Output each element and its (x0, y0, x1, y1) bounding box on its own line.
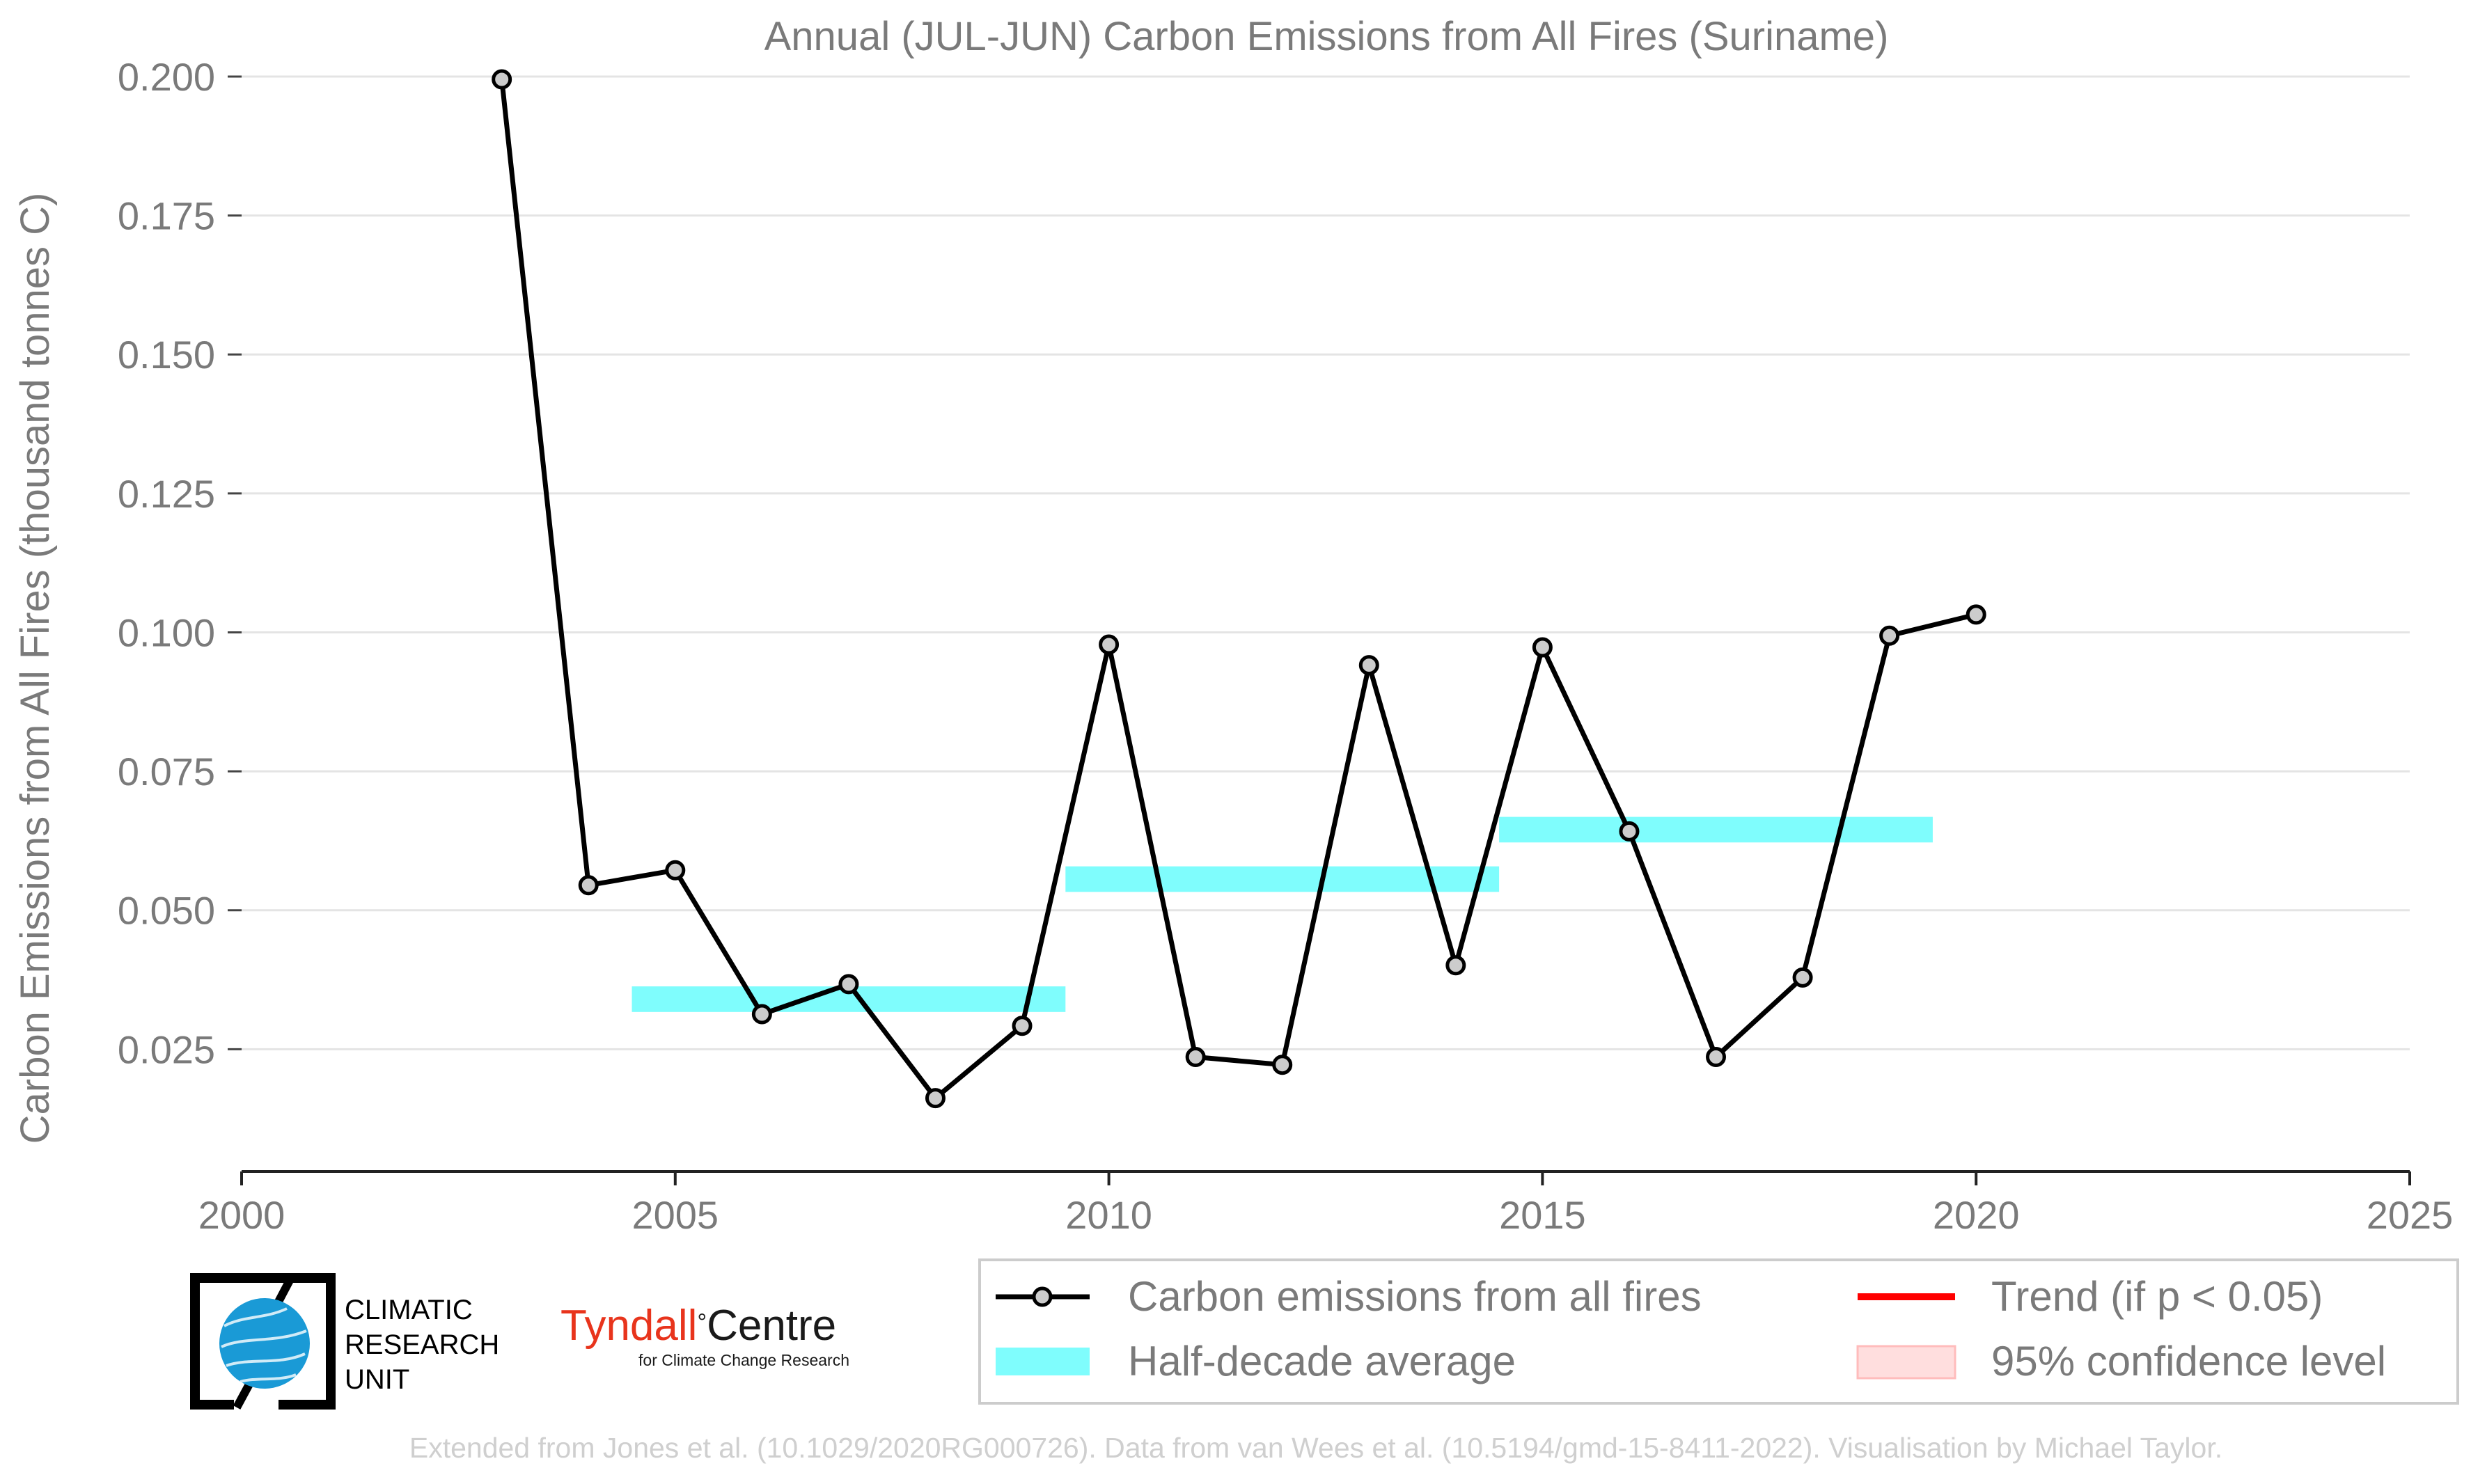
emissions-point (925, 1088, 946, 1109)
emissions-point (1185, 1047, 1206, 1068)
emissions-point (1619, 821, 1640, 842)
emissions-point (1792, 967, 1813, 988)
emissions-point (1966, 604, 1986, 625)
legend-label-half-decade: Half-decade average (1128, 1338, 1516, 1384)
x-tick-label: 2020 (1933, 1193, 2020, 1237)
footer-credit: Extended from Jones et al. (10.1029/2020… (409, 1432, 2222, 1464)
tyndall-wordmark: Tyndall°Centre (560, 1302, 836, 1350)
y-tick-label: 0.025 (118, 1027, 215, 1071)
x-tick-label: 2015 (1499, 1193, 1586, 1237)
emissions-point (751, 1004, 772, 1025)
legend-swatch-confidence (1856, 1345, 1956, 1380)
cru-logo: CLIMATIC RESEARCH UNIT (190, 1273, 499, 1410)
emissions-point (1445, 955, 1466, 976)
emissions-point (838, 974, 859, 995)
legend: Carbon emissions from all fires Trend (i… (978, 1258, 2459, 1405)
half-decade-bands (632, 816, 1933, 1012)
emissions-point (1012, 1016, 1033, 1036)
legend-marker-emissions (1032, 1286, 1053, 1307)
y-tick-label: 0.125 (118, 472, 215, 516)
chart-title: Annual (JUL-JUN) Carbon Emissions from A… (764, 14, 1889, 59)
emissions-point (578, 875, 599, 896)
half-decade-band (1499, 816, 1933, 843)
y-tick-label: 0.175 (118, 194, 215, 238)
emissions-series (492, 69, 1986, 1109)
emissions-point (1706, 1047, 1727, 1068)
emissions-line (499, 79, 1977, 1101)
emissions-point (1532, 637, 1553, 658)
x-tick-label: 2000 (198, 1193, 285, 1237)
cru-text-line2: RESEARCH (345, 1329, 499, 1360)
globe-icon (219, 1298, 310, 1389)
emissions-point (1358, 655, 1379, 676)
cru-text-line3: UNIT (345, 1364, 409, 1395)
y-tick-label: 0.150 (118, 333, 215, 377)
y-tick-label: 0.100 (118, 610, 215, 654)
tyndall-subtitle: for Climate Change Research (638, 1351, 849, 1369)
legend-label-trend: Trend (if p < 0.05) (1991, 1273, 2323, 1320)
y-tick-label: 0.200 (118, 55, 215, 99)
emissions-point (1272, 1055, 1293, 1075)
cru-frame-icon (190, 1273, 336, 1410)
gridlines (242, 75, 2410, 1050)
emissions-point (492, 69, 512, 90)
legend-label-emissions: Carbon emissions from all fires (1128, 1273, 1702, 1320)
emissions-point (665, 860, 686, 881)
cru-text-line1: CLIMATIC (345, 1295, 473, 1325)
emissions-point (1879, 625, 1900, 646)
y-tick-label: 0.050 (118, 889, 215, 933)
x-tick-label: 2005 (632, 1193, 719, 1237)
x-tick-label: 2010 (1065, 1193, 1152, 1237)
y-axis-label: Carbon Emissions from All Fires (thousan… (13, 193, 58, 1144)
legend-label-confidence: 95% confidence level (1991, 1338, 2386, 1384)
axes: 0.025 0.050 0.075 0.100 0.125 0.150 0.175 0.200… (118, 55, 2453, 1237)
legend-box (978, 1258, 2459, 1405)
legend-swatch-half-decade (996, 1348, 1090, 1375)
emissions-point (1099, 634, 1120, 655)
y-tick-label: 0.075 (118, 750, 215, 794)
x-tick-label: 2025 (2367, 1193, 2454, 1237)
tyndall-logo: Tyndall°Centre for Climate Change Resear… (560, 1302, 849, 1369)
